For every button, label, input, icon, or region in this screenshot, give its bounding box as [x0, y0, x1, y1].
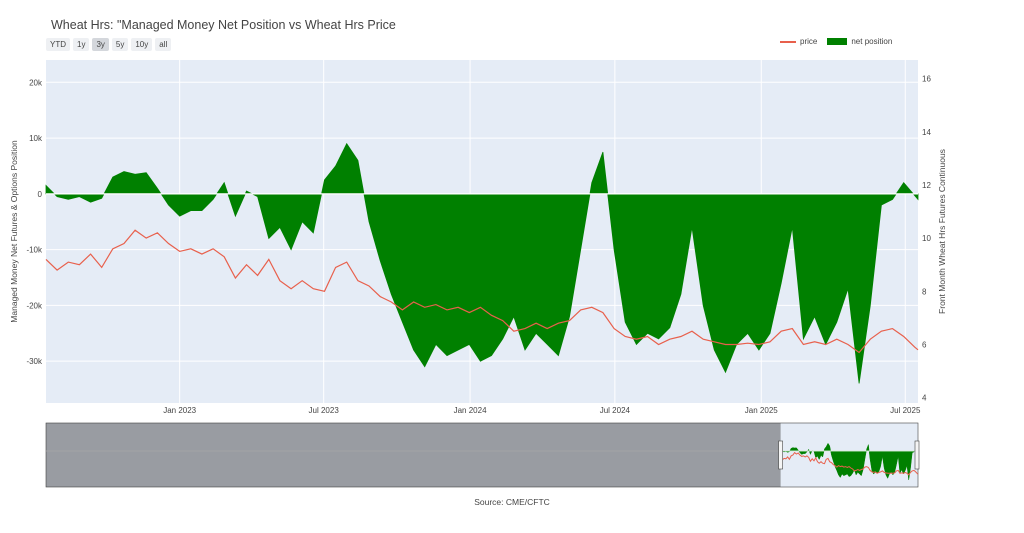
y-right-tick-label: 12 [922, 181, 931, 190]
y-right-tick-label: 14 [922, 128, 931, 137]
legend-swatch-price [780, 40, 796, 43]
legend-label-price: price [800, 37, 818, 46]
y-right-tick-label: 6 [922, 341, 927, 350]
y-left-axis-title: Managed Money Net Futures & Options Posi… [9, 140, 19, 323]
range-button-all[interactable]: all [155, 38, 172, 51]
y-right-tick-label: 16 [922, 75, 931, 84]
chart-title: Wheat Hrs: "Managed Money Net Position v… [51, 18, 396, 32]
x-tick-label: Jan 2024 [454, 406, 487, 415]
y-right-tick-label: 10 [922, 234, 931, 243]
y-left-tick-label: -20k [26, 301, 43, 310]
range-slider-price-line [780, 451, 919, 476]
y-left-tick-label: -10k [26, 246, 43, 255]
x-tick-label: Jul 2025 [890, 406, 921, 415]
legend: price net position [780, 37, 902, 46]
y-left-tick-label: 20k [29, 78, 43, 87]
x-tick-label: Jan 2023 [163, 406, 196, 415]
range-button-3y[interactable]: 3y [92, 38, 109, 51]
range-button-5y[interactable]: 5y [111, 38, 129, 51]
y-right-tick-label: 8 [922, 287, 927, 296]
y-left-tick-label: 10k [29, 134, 43, 143]
range-slider-handle-right[interactable] [914, 440, 920, 470]
price-line [45, 229, 919, 354]
y-left-tick-label: -30k [26, 357, 43, 366]
source-note: Source: CME/CFTC [474, 497, 550, 507]
x-tick-label: Jan 2025 [745, 406, 778, 415]
range-selector: YTD 1y 3y 5y 10y all [46, 38, 172, 51]
range-slider-handle-left[interactable] [778, 440, 783, 470]
y-left-tick-label: 0 [38, 190, 43, 199]
range-slider-mask [46, 423, 781, 487]
range-button-10y[interactable]: 10y [131, 38, 153, 51]
range-button-1y[interactable]: 1y [73, 38, 90, 51]
legend-label-net-position: net position [851, 37, 893, 46]
range-slider-background [45, 422, 919, 488]
legend-item-price[interactable]: price [780, 37, 817, 46]
net-position-area [45, 142, 919, 384]
x-tick-label: Jul 2024 [600, 406, 631, 415]
range-button-ytd[interactable]: YTD [46, 38, 70, 51]
legend-item-net-position[interactable]: net position [827, 37, 892, 46]
legend-swatch-net-position [827, 38, 848, 45]
y-right-axis-title: Front Month Wheat Hrs Futures Continuous [937, 149, 947, 314]
x-tick-label: Jul 2023 [309, 406, 340, 415]
range-slider-net-position-area [780, 442, 919, 481]
y-right-tick-label: 4 [922, 394, 927, 403]
